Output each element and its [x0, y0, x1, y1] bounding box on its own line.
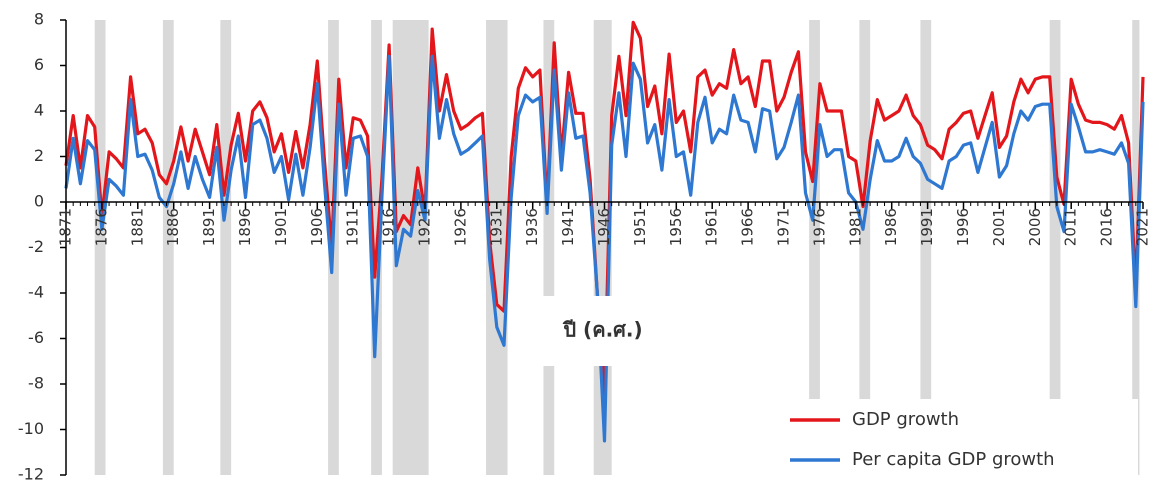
recession-band [220, 20, 231, 475]
x-tick-label: 1961 [703, 208, 721, 246]
x-tick-label: 1876 [92, 208, 110, 246]
x-tick-label: 2006 [1026, 208, 1044, 246]
x-tick-label: 1931 [487, 208, 505, 246]
x-tick-label: 1996 [954, 208, 972, 246]
x-tick-label: 1976 [810, 208, 828, 246]
x-tick-label: 1956 [667, 208, 685, 246]
recession-band [393, 20, 429, 475]
overlay: ปี (ค.ศ.) GDP growth Per capita GDP growth [540, 296, 1138, 479]
x-tick-label: 1921 [416, 208, 434, 246]
x-tick-label: 2001 [990, 208, 1008, 246]
x-tick-label: 1916 [380, 208, 398, 246]
y-tick-label: -8 [28, 374, 44, 393]
x-tick-label: 1936 [523, 208, 541, 246]
x-tick-label: 1946 [595, 208, 613, 246]
x-tick-label: 1941 [559, 208, 577, 246]
x-tick-label: 2021 [1134, 208, 1150, 246]
x-tick-label: 1886 [164, 208, 182, 246]
x-tick-label: 1871 [57, 208, 75, 246]
x-tick-label: 1951 [631, 208, 649, 246]
legend-label: GDP growth [852, 409, 959, 430]
x-tick-label: 1881 [128, 208, 146, 246]
x-tick-label: 1966 [739, 208, 757, 246]
legend-label: Per capita GDP growth [852, 449, 1055, 470]
x-tick-label: 2011 [1062, 208, 1080, 246]
y-tick-label: -6 [28, 328, 44, 347]
x-tick-label: 1971 [775, 208, 793, 246]
y-tick-label: 2 [34, 146, 44, 165]
x-tick-label: 1896 [236, 208, 254, 246]
x-tick-label: 1991 [918, 208, 936, 246]
y-tick-label: -4 [28, 283, 44, 302]
x-tick-label: 1926 [451, 208, 469, 246]
x-axis-title: ปี (ค.ศ.) [562, 318, 642, 342]
x-tick-label: 1986 [882, 208, 900, 246]
x-tick-label: 1981 [846, 208, 864, 246]
x-tick-label: 1911 [344, 208, 362, 246]
x-tick-label: 1901 [272, 208, 290, 246]
y-tick-label: 6 [34, 55, 44, 74]
y-tick-label: 0 [34, 192, 44, 211]
y-tick-label: 4 [34, 101, 44, 120]
y-tick-label: -2 [28, 237, 44, 256]
recession-band [95, 20, 106, 475]
recession-band [163, 20, 174, 475]
x-tick-label: 1891 [200, 208, 218, 246]
y-tick-label: -12 [18, 465, 44, 484]
x-tick-label: 1906 [308, 208, 326, 246]
y-tick-label: -10 [18, 419, 44, 438]
x-tick-label: 2016 [1098, 208, 1116, 246]
y-tick-label: 8 [34, 10, 44, 29]
